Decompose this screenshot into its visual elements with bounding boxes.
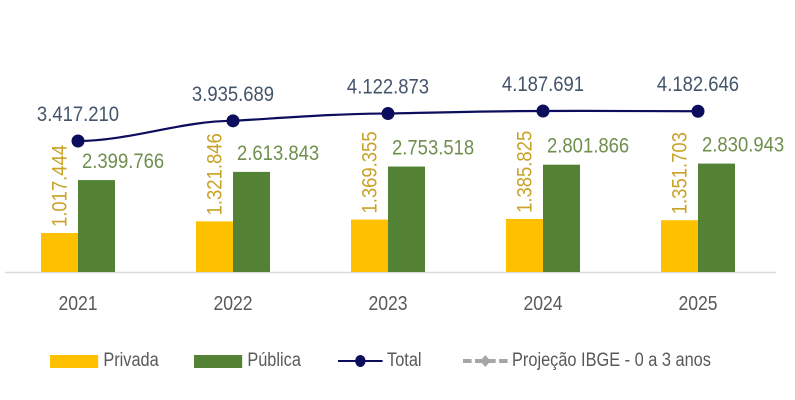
bar-privada-2023 bbox=[351, 219, 388, 272]
legend-line-marker-total-icon bbox=[338, 355, 383, 367]
legend-item-projecao: Projeção IBGE - 0 a 3 anos bbox=[463, 344, 711, 378]
data-label-privada-2024: 1.385.825 bbox=[513, 131, 536, 213]
data-label-publica-2023: 2.753.518 bbox=[392, 136, 474, 159]
data-label-publica-2024: 2.801.866 bbox=[547, 135, 629, 158]
data-label-privada-2025: 1.351.703 bbox=[668, 132, 691, 214]
bar-privada-2024 bbox=[506, 218, 543, 272]
chart-area: 1.017.444 2.399.766 3.417.210 1.321.846 2.61… bbox=[5, 73, 784, 314]
bar-publica-2023 bbox=[388, 166, 425, 272]
data-label-privada-2021: 1.017.444 bbox=[48, 145, 71, 227]
legend-item-total: Total bbox=[338, 344, 422, 378]
data-label-publica-2025: 2.830.943 bbox=[702, 134, 784, 157]
legend-swatch-privada bbox=[50, 354, 99, 368]
legend-swatch-publica bbox=[194, 354, 243, 368]
bar-publica-2025 bbox=[698, 163, 735, 272]
bar-privada-2022 bbox=[196, 221, 233, 272]
bar-publica-2024 bbox=[543, 164, 580, 272]
x-tick-label-2024: 2024 bbox=[523, 292, 562, 314]
legend-label-projecao: Projeção IBGE - 0 a 3 anos bbox=[512, 350, 711, 371]
total-point-2022 bbox=[226, 114, 240, 128]
total-point-2021 bbox=[71, 134, 85, 148]
legend: Privada Pública Total Projeção IBGE - 0 … bbox=[0, 344, 795, 378]
x-tick-labels: 2021 2022 2023 2024 2025 bbox=[58, 292, 717, 314]
data-label-publica-2021: 2.399.766 bbox=[82, 150, 164, 173]
legend-item-publica: Pública bbox=[194, 344, 301, 378]
legend-label-privada: Privada bbox=[103, 350, 159, 371]
data-label-total-2022: 3.935.689 bbox=[192, 83, 274, 106]
data-label-privada-2022: 1.321.846 bbox=[203, 133, 226, 215]
data-label-total-2023: 4.122.873 bbox=[347, 76, 429, 99]
x-tick-label-2025: 2025 bbox=[678, 292, 717, 314]
legend-item-privada: Privada bbox=[50, 344, 159, 378]
bar-publica-2021 bbox=[78, 180, 115, 272]
bar-publica-2022 bbox=[233, 171, 270, 272]
legend-line-marker-projecao-icon bbox=[463, 355, 508, 367]
total-point-2025 bbox=[691, 104, 705, 118]
x-tick-label-2022: 2022 bbox=[213, 292, 252, 314]
total-point-2023 bbox=[381, 107, 395, 121]
legend-label-total: Total bbox=[387, 350, 422, 371]
data-label-total-2021: 3.417.210 bbox=[37, 103, 119, 126]
bars-layer bbox=[41, 163, 735, 272]
data-label-total-2025: 4.182.646 bbox=[657, 73, 739, 96]
data-label-total-2024: 4.187.691 bbox=[502, 73, 584, 96]
x-tick-label-2023: 2023 bbox=[368, 292, 407, 314]
bar-privada-2021 bbox=[41, 233, 78, 272]
data-label-publica-2022: 2.613.843 bbox=[237, 142, 319, 165]
data-labels-layer: 1.017.444 2.399.766 3.417.210 1.321.846 2.61… bbox=[37, 73, 784, 227]
total-point-2024 bbox=[536, 104, 550, 118]
data-label-privada-2023: 1.369.355 bbox=[358, 131, 381, 213]
legend-label-publica: Pública bbox=[247, 350, 301, 371]
bar-privada-2025 bbox=[661, 220, 698, 272]
x-tick-label-2021: 2021 bbox=[58, 292, 97, 314]
total-line-layer bbox=[71, 104, 705, 148]
